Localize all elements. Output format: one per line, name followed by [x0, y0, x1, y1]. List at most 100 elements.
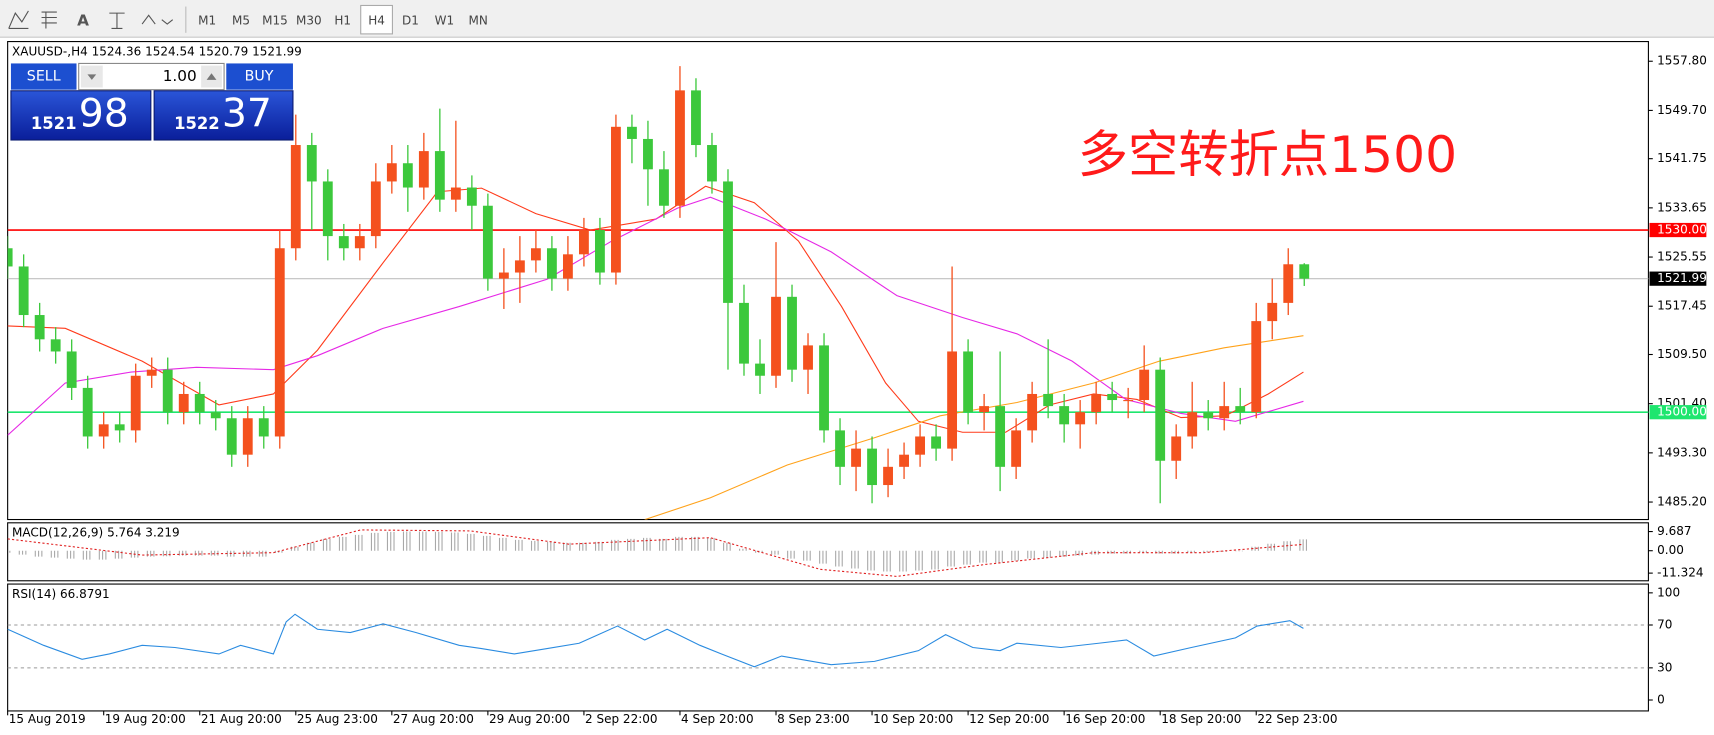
candle-body — [835, 430, 845, 467]
candle-body — [482, 205, 493, 279]
chart-icon[interactable] — [8, 10, 29, 29]
y-tick-label: 1525.55 — [1657, 250, 1707, 264]
rsi-header: RSI(14) 66.8791 — [12, 586, 110, 600]
candle-body — [707, 145, 717, 182]
rsi-value: 66.8791 — [60, 586, 110, 600]
candle-body — [899, 454, 909, 467]
trade-panel: SELL 1.00 BUY 1521 98 1522 37 — [10, 62, 294, 141]
candle-body — [162, 369, 173, 413]
ask-big: 1522 — [174, 114, 220, 133]
rsi-title: RSI(14) — [12, 586, 56, 600]
grid-icon[interactable] — [41, 11, 57, 29]
text-icon[interactable] — [109, 12, 125, 29]
price-label: 1500.00 — [1657, 405, 1707, 419]
candle-body — [643, 138, 653, 170]
candle-body — [34, 315, 45, 340]
price-label-box — [1649, 222, 1707, 238]
candle-body — [867, 448, 877, 486]
rsi-line — [7, 613, 1304, 668]
candle-body — [1091, 393, 1102, 413]
macd-title: MACD(12,26,9) — [12, 525, 103, 539]
timeframe-button[interactable]: M1 — [198, 13, 216, 27]
candle-body — [562, 254, 573, 279]
x-tick-label: 8 Sep 23:00 — [777, 712, 850, 726]
sell-button[interactable] — [10, 63, 77, 90]
price-label: 1530.00 — [1657, 223, 1707, 237]
x-tick-label: 29 Aug 20:00 — [489, 712, 570, 726]
macd-header: MACD(12,26,9) 5.764 3.219 — [12, 525, 180, 539]
text-tool[interactable]: A — [77, 11, 89, 29]
candle-body — [1235, 406, 1246, 413]
candle-body — [739, 302, 749, 364]
candle-body — [947, 351, 958, 449]
candle-body — [1267, 302, 1278, 322]
timeframe-button[interactable]: M5 — [232, 13, 250, 27]
candle-body — [1027, 393, 1038, 431]
candle-body — [803, 345, 813, 370]
candle-body — [675, 90, 685, 206]
down-arrow — [87, 74, 97, 80]
candle-body — [210, 412, 221, 419]
candle-body — [995, 406, 1006, 467]
sell-label[interactable]: SELL — [27, 69, 61, 85]
y-tick-label: 9.687 — [1657, 524, 1691, 538]
candle-body — [386, 163, 397, 182]
candle-body — [723, 181, 733, 303]
candle-body — [370, 181, 381, 237]
candle-body — [98, 424, 109, 437]
y-tick-label: 1485.20 — [1657, 495, 1707, 509]
y-tick-label: 1517.45 — [1657, 299, 1707, 313]
x-tick-label: 25 Aug 23:00 — [297, 712, 378, 726]
macd-value: 5.764 — [107, 525, 141, 539]
candle-body — [66, 351, 77, 388]
timeframe-button[interactable]: M15 — [262, 13, 288, 27]
candle-body — [114, 424, 125, 431]
axes: 1557.80 1549.70 1541.75 1533.65 1525.55 1517.… — [7, 54, 1707, 726]
timeframe-button[interactable]: H4 — [368, 13, 385, 27]
last-close: 1521.99 — [252, 44, 302, 58]
timeframe-button[interactable]: H1 — [334, 13, 351, 27]
candle-body — [194, 393, 205, 413]
candle-body — [915, 436, 925, 455]
buy-label[interactable]: BUY — [245, 69, 274, 85]
annotation: 多空转折点1500 — [1078, 125, 1457, 184]
timeframe-button[interactable]: W1 — [435, 13, 455, 27]
last-low: 1520.79 — [199, 44, 249, 58]
timeframe-button[interactable]: M30 — [296, 13, 322, 27]
x-tick-label: 22 Sep 23:00 — [1257, 712, 1337, 726]
candle-body — [755, 363, 765, 376]
ask-box[interactable] — [153, 90, 294, 141]
candle-body — [1155, 369, 1166, 461]
y-tick-label: 100 — [1657, 585, 1680, 599]
buy-button[interactable] — [226, 63, 293, 90]
x-tick-label: 4 Sep 20:00 — [681, 712, 754, 726]
candle-body — [1251, 321, 1262, 413]
y-tick-label: 1549.70 — [1657, 103, 1707, 117]
arrow-icon[interactable] — [141, 14, 174, 25]
timeframe-button[interactable]: D1 — [402, 13, 419, 27]
lot-value[interactable]: 1.00 — [163, 67, 197, 85]
candle-body — [1107, 393, 1118, 401]
bid-box[interactable] — [10, 90, 152, 141]
y-tick-label: 0.00 — [1657, 543, 1684, 557]
candle-body — [18, 266, 29, 316]
candle-body — [883, 466, 893, 486]
candle-body — [290, 145, 301, 249]
candle-body — [1187, 412, 1198, 437]
candle-body — [963, 351, 974, 413]
candle-body — [1219, 406, 1230, 419]
candle-body — [178, 393, 189, 413]
toolbar-icons — [8, 10, 174, 29]
price-label-box — [1649, 271, 1707, 286]
timeframe-button[interactable]: MN — [469, 13, 488, 27]
y-tick-label: 1557.80 — [1657, 54, 1707, 68]
candle-body — [7, 248, 13, 267]
lot-box[interactable] — [78, 62, 225, 91]
candle-body — [434, 151, 445, 200]
candle-body — [1059, 406, 1070, 425]
x-tick-label: 21 Aug 20:00 — [201, 712, 282, 726]
candle-body — [402, 163, 413, 188]
candle-body — [466, 187, 477, 206]
candle-body — [1203, 412, 1214, 419]
price-label: 1521.99 — [1657, 271, 1707, 285]
